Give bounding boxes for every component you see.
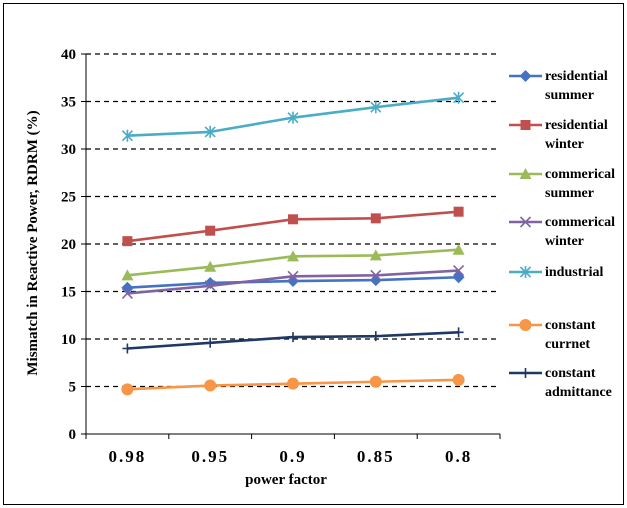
legend-item-residential-winter: residential winter (509, 118, 608, 152)
data-point-industrial (287, 111, 299, 124)
legend-marker (519, 70, 532, 82)
data-point-constant-admittance (288, 332, 298, 343)
legend-item-residential-summer: residential summer (509, 69, 608, 103)
chart-frame: 0 5 10 15 20 25 30 35 40 0.98 0.95 0.9 0.85 0.8 resid… (3, 3, 624, 505)
y-tick-label: 10 (61, 332, 76, 348)
legend-label: commerical winter (545, 215, 615, 249)
legend-item-industrial: industrial (509, 265, 603, 280)
legend-marker (519, 319, 532, 331)
data-point-residential-winter (453, 206, 464, 217)
x-tick-label: 0.8 (445, 447, 472, 466)
data-point-residential-summer (287, 275, 299, 288)
legend-item-commerical-summer: commerical summer (509, 167, 615, 201)
legend-marker (519, 168, 532, 179)
data-point-residential-winter (205, 225, 216, 236)
legend-label: constant currnet (545, 318, 596, 352)
data-point-residential-winter (370, 213, 381, 224)
series-layer (121, 91, 465, 396)
legend-marker (519, 266, 532, 278)
data-point-constant-currnet (121, 383, 134, 396)
data-point-constant-admittance (122, 343, 133, 354)
legend: residential summer residential winter commer… (509, 69, 615, 400)
data-point-industrial (204, 125, 216, 138)
data-point-commerical-winter (204, 280, 216, 292)
legend-marker (519, 216, 532, 228)
legend-label: commerical summer (545, 167, 615, 201)
line-chart: 0 5 10 15 20 25 30 35 40 0.98 0.95 0.9 0.85 0.8 resid… (25, 47, 615, 488)
y-tick-label: 5 (69, 380, 77, 396)
data-point-constant-admittance (453, 327, 464, 338)
series-constant-admittance (122, 327, 464, 354)
legend-label: industrial (545, 265, 603, 280)
y-tick-label: 0 (69, 427, 77, 443)
y-tick-label: 20 (61, 237, 76, 253)
data-point-commerical-summer (121, 269, 134, 281)
data-point-commerical-winter (121, 287, 133, 299)
data-point-industrial (121, 129, 133, 142)
x-axis-title: power factor (245, 472, 327, 488)
legend-item-constant-admittance: constant admittance (509, 366, 612, 400)
data-point-constant-admittance (205, 337, 216, 348)
data-point-commerical-summer (287, 250, 299, 262)
legend-item-commerical-winter: commerical winter (509, 215, 615, 249)
series-commerical-winter (121, 265, 465, 299)
data-point-commerical-summer (452, 243, 465, 255)
x-tick-label: 0.85 (357, 447, 395, 466)
data-point-commerical-winter (287, 270, 299, 282)
data-point-constant-currnet (369, 375, 382, 388)
data-point-constant-admittance (370, 331, 381, 342)
data-point-commerical-summer (204, 260, 217, 272)
data-point-commerical-winter (370, 269, 382, 281)
legend-label: residential winter (545, 118, 608, 152)
x-tick-label: 0.95 (191, 447, 229, 466)
legend-marker (520, 120, 531, 130)
series-residential-winter (122, 206, 464, 247)
data-point-commerical-winter (453, 265, 465, 277)
legend-marker (520, 368, 531, 378)
y-tick-label: 15 (61, 285, 76, 301)
y-tick-label: 40 (61, 47, 76, 63)
data-point-industrial (370, 101, 382, 114)
data-point-residential-winter (122, 236, 133, 247)
x-tick-label: 0.98 (109, 447, 147, 466)
data-point-constant-currnet (204, 379, 217, 392)
legend-item-constant-currnet: constant currnet (509, 318, 596, 352)
series-constant-currnet (121, 373, 465, 396)
data-point-residential-summer (369, 274, 382, 287)
series-industrial (121, 91, 465, 142)
axes: 0 5 10 15 20 25 30 35 40 0.98 0.95 0.9 0.85 0.8 (61, 47, 501, 466)
legend-label: constant admittance (545, 366, 612, 400)
series-commerical-summer (121, 243, 465, 281)
data-point-industrial (453, 91, 465, 104)
y-tick-label: 35 (61, 95, 76, 111)
legend-label: residential summer (545, 69, 608, 103)
data-point-constant-currnet (287, 377, 299, 390)
data-point-constant-currnet (452, 373, 465, 386)
y-tick-label: 30 (61, 142, 76, 158)
y-axis-title: Mismatch in Reactive Power, RDRM (%) (25, 110, 41, 375)
data-point-commerical-summer (369, 249, 382, 261)
data-point-residential-winter (288, 214, 298, 225)
y-tick-label: 25 (61, 190, 76, 206)
x-tick-label: 0.9 (279, 447, 306, 466)
data-point-residential-summer (452, 271, 465, 284)
